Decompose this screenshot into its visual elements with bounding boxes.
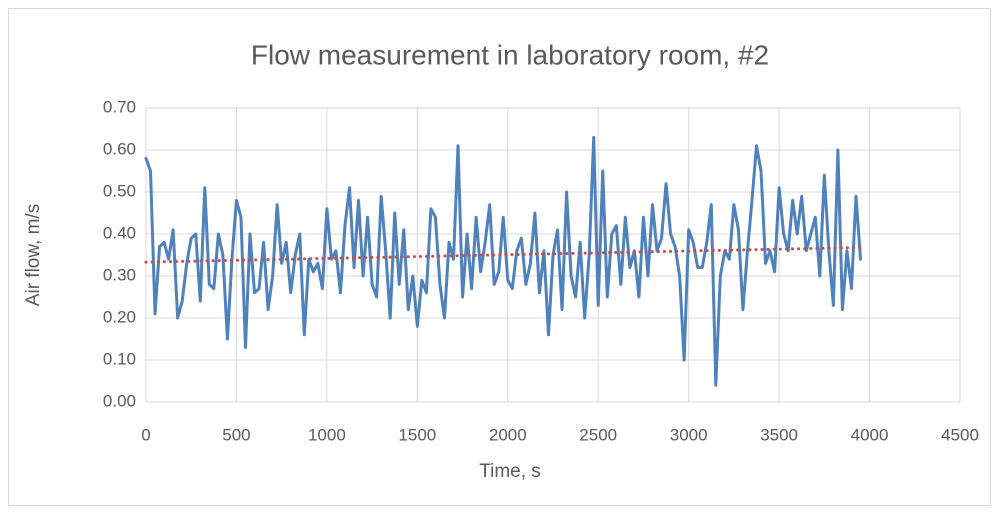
y-tick-label: 0.50	[103, 181, 136, 200]
x-tick-label: 4500	[941, 425, 979, 444]
y-tick-label: 0.60	[103, 139, 136, 158]
x-tick-label: 2000	[489, 425, 527, 444]
x-tick-label: 3500	[760, 425, 798, 444]
y-tick-label: 0.30	[103, 265, 136, 284]
chart-title: Flow measurement in laboratory room, #2	[251, 39, 769, 70]
x-tick-label: 1000	[308, 425, 346, 444]
y-tick-label: 0.00	[103, 391, 136, 410]
x-tick-label: 0	[141, 425, 150, 444]
data-line	[144, 135, 863, 387]
y-tick-label: 0.10	[103, 349, 136, 368]
y-tick-label: 0.20	[103, 307, 136, 326]
x-axis-label: Time, s	[479, 461, 541, 482]
y-axis-label: Air flow, m/s	[23, 204, 44, 306]
x-tick-label: 3000	[670, 425, 708, 444]
x-tick-label: 4000	[851, 425, 889, 444]
x-tick-label: 1500	[398, 425, 436, 444]
x-tick-label: 2500	[579, 425, 617, 444]
y-tick-label: 0.40	[103, 223, 136, 242]
x-tick-label: 500	[222, 425, 250, 444]
y-tick-label: 0.70	[103, 97, 136, 116]
